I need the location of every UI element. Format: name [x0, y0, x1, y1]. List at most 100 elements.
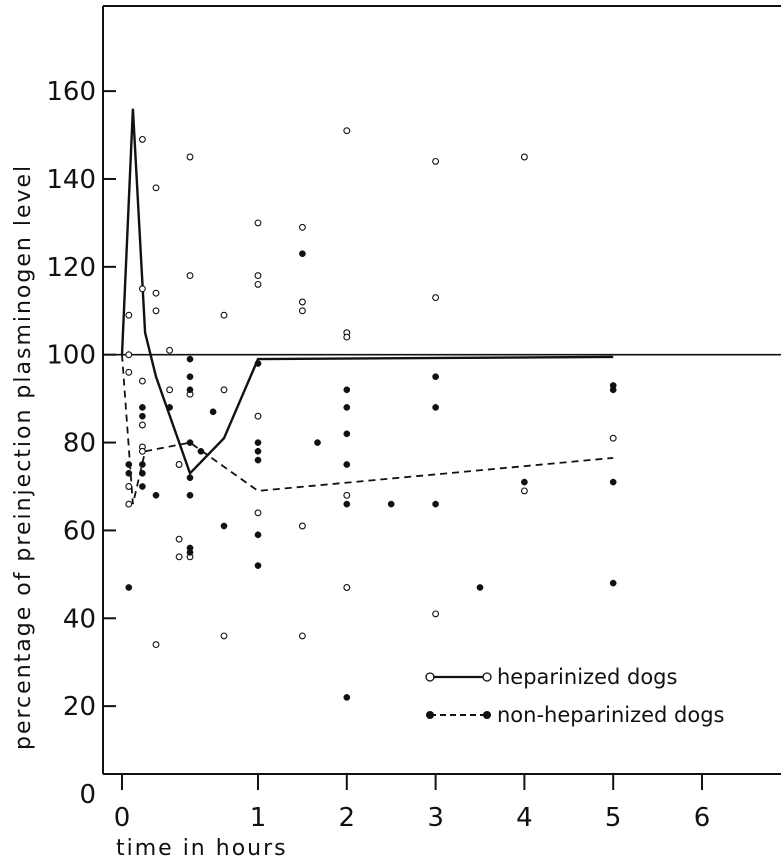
y-tick-label: 0 — [79, 780, 96, 810]
non-heparinized-data-point — [254, 439, 262, 446]
heparinized-data-point — [343, 127, 351, 135]
non-heparinized-data-point — [299, 250, 306, 258]
non-heparinized-data-point — [125, 461, 133, 468]
heparinized-data-point — [125, 483, 133, 490]
heparinized-data-point — [343, 491, 351, 499]
non-heparinized-data-point — [209, 408, 217, 416]
non-heparinized-data-point — [343, 461, 351, 468]
heparinized-data-point — [125, 351, 133, 359]
non-heparinized-data-point — [254, 562, 262, 569]
y-tick-label: 40 — [63, 604, 96, 634]
y-tick-label: 60 — [63, 516, 96, 546]
heparinized-data-point — [254, 219, 262, 227]
non-heparinized-data-point — [254, 456, 262, 464]
x-tick-label: 6 — [694, 803, 711, 833]
non-heparinized-data-point — [139, 412, 146, 420]
y-tick-label: 140 — [46, 165, 96, 195]
heparinized-data-point — [298, 298, 306, 306]
non-heparinized-data-point — [343, 430, 351, 438]
legend-open-circle-icon — [425, 672, 435, 682]
heparinized-data-point — [609, 434, 617, 442]
heparinized-data-point — [138, 447, 146, 455]
heparinized-data-point — [175, 535, 183, 543]
non-heparinized-data-point — [139, 469, 146, 477]
heparinized-data-point — [152, 641, 160, 649]
heparinized-data-point — [166, 386, 174, 394]
heparinized-data-point — [432, 294, 440, 302]
heparinized-data-point — [138, 135, 146, 143]
non-heparinized-data-point — [220, 522, 228, 530]
legend-label-heparinized: heparinized dogs — [497, 665, 677, 689]
x-tick-label: 5 — [605, 803, 622, 833]
y-tick-label: 160 — [46, 77, 96, 107]
heparinized-data-point — [125, 311, 133, 319]
y-tick-label: 80 — [63, 429, 96, 459]
non-heparinized-data-point — [254, 447, 262, 455]
heparinized-data-point — [432, 610, 440, 618]
heparinized-data-point — [220, 632, 228, 640]
x-axis-title: time in hours — [116, 836, 288, 861]
x-tick-label: 0 — [114, 803, 131, 833]
heparinized-data-point — [298, 522, 306, 530]
x-tick-label: 4 — [516, 803, 533, 833]
y-tick-label: 120 — [46, 253, 96, 283]
non-heparinized-data-point — [343, 500, 351, 508]
heparinized-data-point — [254, 280, 262, 288]
non-heparinized-data-point — [432, 373, 439, 381]
y-tick-label: 20 — [63, 692, 96, 722]
heparinized-data-point — [175, 461, 183, 468]
non-heparinized-data-point — [343, 404, 351, 411]
heparinized-data-point — [138, 377, 146, 385]
legend: heparinized dogs non-heparinized dogs — [425, 665, 724, 727]
non-heparinized-data-point — [186, 439, 194, 446]
heparinized-data-point — [254, 272, 262, 280]
mean-lines — [120, 108, 614, 505]
heparinized-data-point — [254, 412, 262, 420]
heparinized-data-point — [343, 333, 351, 341]
heparinized-data-point — [343, 584, 351, 591]
data-points — [125, 127, 617, 701]
heparinized-data-point — [254, 509, 262, 517]
heparinized-data-point — [520, 153, 528, 161]
heparinized-data-point — [186, 153, 194, 161]
non-heparinized-data-point — [125, 469, 133, 477]
non-heparinized-data-point — [432, 404, 439, 411]
legend-label-non-heparinized: non-heparinized dogs — [497, 703, 724, 727]
non-heparinized-data-point — [125, 584, 133, 591]
non-heparinized-data-point — [186, 373, 194, 381]
non-heparinized-data-point — [186, 474, 194, 482]
non-heparinized-data-point — [139, 404, 146, 411]
y-axis-title: percentage of preinjection plasminogen l… — [11, 164, 36, 750]
non-heparinized-data-point — [186, 491, 194, 499]
non-heparinized-data-point — [186, 549, 194, 556]
y-tick-label: 100 — [46, 341, 96, 371]
non-heparinized-data-point — [314, 439, 321, 446]
heparinized-mean-line — [120, 108, 614, 476]
non-heparinized-data-point — [139, 483, 146, 490]
non-heparinized-data-point — [476, 584, 484, 591]
plot-frame — [102, 5, 781, 775]
heparinized-data-point — [166, 346, 174, 354]
heparinized-data-point — [125, 500, 133, 508]
non-heparinized-data-point — [197, 447, 205, 455]
non-heparinized-data-point — [152, 491, 160, 499]
non-heparinized-data-point — [521, 478, 528, 486]
heparinized-data-point — [298, 307, 306, 315]
non-heparinized-data-point — [387, 500, 395, 508]
non-heparinized-data-point — [166, 404, 173, 411]
non-heparinized-data-point — [609, 579, 617, 587]
non-heparinized-data-point — [432, 500, 439, 508]
heparinized-data-point — [138, 421, 146, 429]
non-heparinized-data-point — [139, 461, 146, 468]
x-tick-label: 3 — [427, 803, 444, 833]
heparinized-data-point — [152, 184, 160, 192]
heparinized-data-point — [432, 157, 440, 165]
legend-open-circle-icon — [482, 672, 492, 682]
heparinized-data-point — [138, 285, 146, 293]
heparinized-data-point — [152, 289, 160, 297]
heparinized-data-point — [125, 368, 133, 376]
legend-filled-circle-icon — [426, 711, 434, 719]
non-heparinized-data-point — [609, 478, 617, 486]
